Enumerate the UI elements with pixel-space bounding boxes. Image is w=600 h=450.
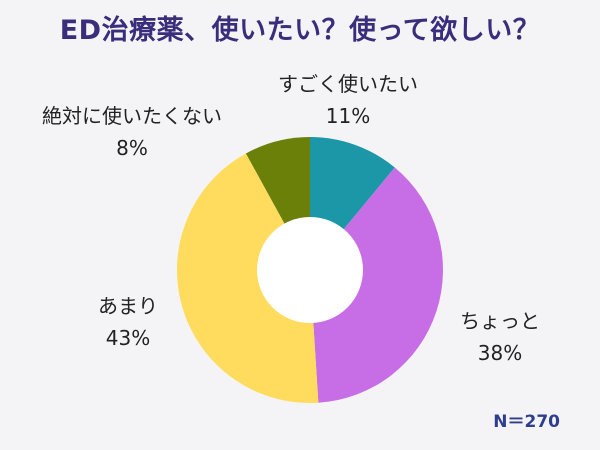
slice-percent: 8%	[116, 136, 148, 160]
donut-hole	[257, 217, 363, 323]
sample-size: N＝270	[493, 412, 560, 432]
slice-percent: 38%	[477, 341, 523, 365]
chart-title: ED治療薬、使いたい？使って欲しい？	[59, 15, 541, 46]
label-amari: あまり 43%	[98, 290, 158, 354]
label-sugoku: すごく使いたい 11%	[278, 68, 418, 132]
slice-label: ちょっと	[460, 309, 540, 333]
slice-label: 絶対に使いたくない	[42, 104, 222, 128]
label-chotto: ちょっと 38%	[460, 305, 540, 369]
slice-2	[310, 167, 444, 403]
label-zettai: 絶対に使いたくない 8%	[42, 100, 222, 164]
slice-3	[176, 153, 319, 403]
slice-percent: 11%	[325, 104, 371, 128]
slice-label: すごく使いたい	[278, 72, 418, 96]
slice-label: あまり	[98, 294, 158, 318]
slice-percent: 43%	[105, 326, 151, 350]
